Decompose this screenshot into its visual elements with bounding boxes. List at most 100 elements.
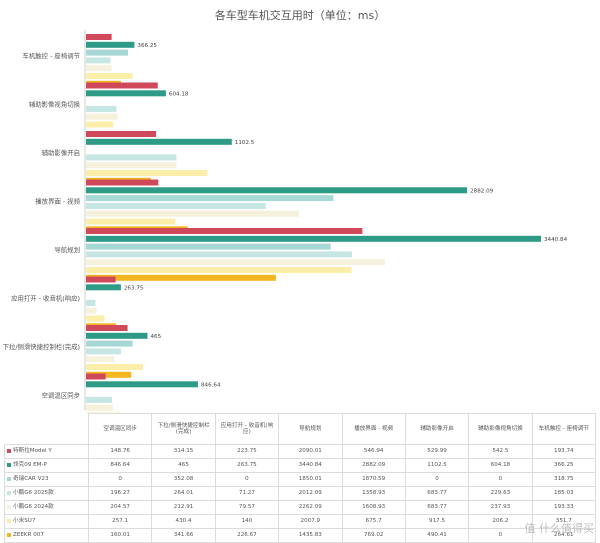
data-label: 2882.09 [470,188,494,194]
bar [86,195,334,202]
table-row: 小鹏G6 2024款 204.57 212.91 79.57 2262.09 1608.9… [4,500,597,515]
table-column-header: 车机触控 - 座椅调节 [531,413,597,445]
bar [86,65,112,72]
bar [86,315,105,322]
bar [86,162,177,169]
watermark: 值 什么值得买 [524,522,595,535]
table-cell: 2262.09 [278,500,343,515]
data-label: 465 [150,334,161,340]
table-cell: 490.41 [404,528,470,543]
table-column-header: 空调温区同步 [87,413,153,445]
table-cell: 1435.83 [278,528,343,543]
bar [86,202,266,209]
bar [86,49,129,56]
table-cell: 263.75 [214,458,280,473]
table-cell: 206.2 [468,514,533,529]
bar [86,364,143,370]
bar [86,348,121,355]
legend-swatch [7,490,11,495]
bar [86,218,176,225]
bar [86,274,276,281]
table-cell: 223.75 [214,444,280,459]
table-cell: 314.15 [151,444,216,459]
bar [86,34,112,40]
legend-entry: 小米SU7 [4,514,89,529]
legend-swatch [7,504,11,509]
bar [86,340,133,347]
data-label: 3440.84 [544,237,568,243]
legend-swatch [7,462,11,467]
table-corner-cell [4,413,89,445]
table-column-header: 辅助影像开启 [404,413,470,445]
bar [86,170,208,176]
table-cell: 1102.5 [404,458,470,473]
legend-entry: 特斯拉Model Y [4,444,89,459]
table-row: 小鹏G6 2025款 196.27 264.01 71.27 2012.09 1358.9… [4,486,597,501]
category-label: 辅助影像视角切换 [29,100,81,109]
legend-label: 奇瑞CAR V23 [13,476,49,483]
table-cell: 237.93 [468,500,533,515]
table-cell: 257.1 [87,514,153,529]
table-cell: 2882.09 [341,458,406,473]
table-row: 领克09 EM-P 846.64 465 263.75 3440.84 2882.09 11… [4,458,597,473]
data-label: 604.18 [169,91,189,97]
table-column-header: 辅助影像视角切换 [468,413,533,445]
legend-entry: 奇瑞CAR V23 [4,472,89,487]
bar [86,113,118,120]
table-cell: 196.27 [87,486,153,501]
table-cell: 226.67 [214,528,280,543]
table-cell: 352.08 [151,472,216,487]
table-body: 特斯拉Model Y 148.76 314.15 223.75 2090.01 546.9… [4,444,597,543]
table-cell: 185.03 [531,486,597,501]
bar [86,154,177,161]
table-cell: 79.57 [214,500,280,515]
table-cell: 430.4 [151,514,216,529]
category-label: 空调温区同步 [42,391,80,400]
legend-entry: 小鹏G6 2024款 [4,500,89,515]
bar [86,373,106,380]
table-cell: 2012.09 [278,486,343,501]
table-cell: 229.63 [468,486,533,501]
bar [86,121,114,128]
table-cell: 0 [468,472,533,487]
legend-entry: 领克09 EM-P [4,458,89,473]
bar [86,371,132,378]
bar [86,187,468,194]
table-cell: 546.94 [341,444,406,459]
bar [86,412,120,413]
table-cell: 204.57 [87,500,153,515]
table-cell: 193.74 [531,444,597,459]
table-header-row: 空调温区同步 下拉/侧滑快捷控制栏(完成) 应用打开 - 收音机(响应) 导航规划 播放… [4,413,597,445]
bar [86,73,133,79]
table-cell: 683.77 [404,500,470,515]
table-cell: 264.01 [151,486,216,501]
bar [86,284,121,291]
legend-entry: ZEEKR 007 [4,528,89,543]
data-label: 1102.5 [235,140,255,146]
table-cell: 1870.59 [341,472,406,487]
table-cell: 1608.93 [341,500,406,515]
legend-swatch [7,518,11,523]
table-cell: 769.02 [341,528,406,543]
legend-swatch [7,448,11,453]
table-cell: 604.18 [468,458,533,473]
data-labels: 366.25 604.18 1102.5 2882.09 3440.84 263.75 46… [124,43,568,388]
bar [86,251,353,258]
bar [86,396,112,403]
category-label: 下拉/侧滑快捷控制栏(完成) [3,342,80,351]
table-cell: 148.76 [87,444,153,459]
table-cell: 366.25 [531,458,597,473]
table-cell: 160.01 [87,528,153,543]
table-cell: 2007.9 [278,514,343,529]
table-cell: 529.99 [404,444,470,459]
table-cell: 193.33 [531,500,597,515]
bar [86,276,116,283]
table-cell: 675.7 [341,514,406,529]
bar [86,381,198,388]
legend-label: 小鹏G6 2024款 [13,504,54,511]
category-label: 播放界面 - 视频 [35,197,80,206]
table-cell: 341.66 [151,528,216,543]
data-label: 263.75 [124,285,144,291]
bar [86,356,115,363]
